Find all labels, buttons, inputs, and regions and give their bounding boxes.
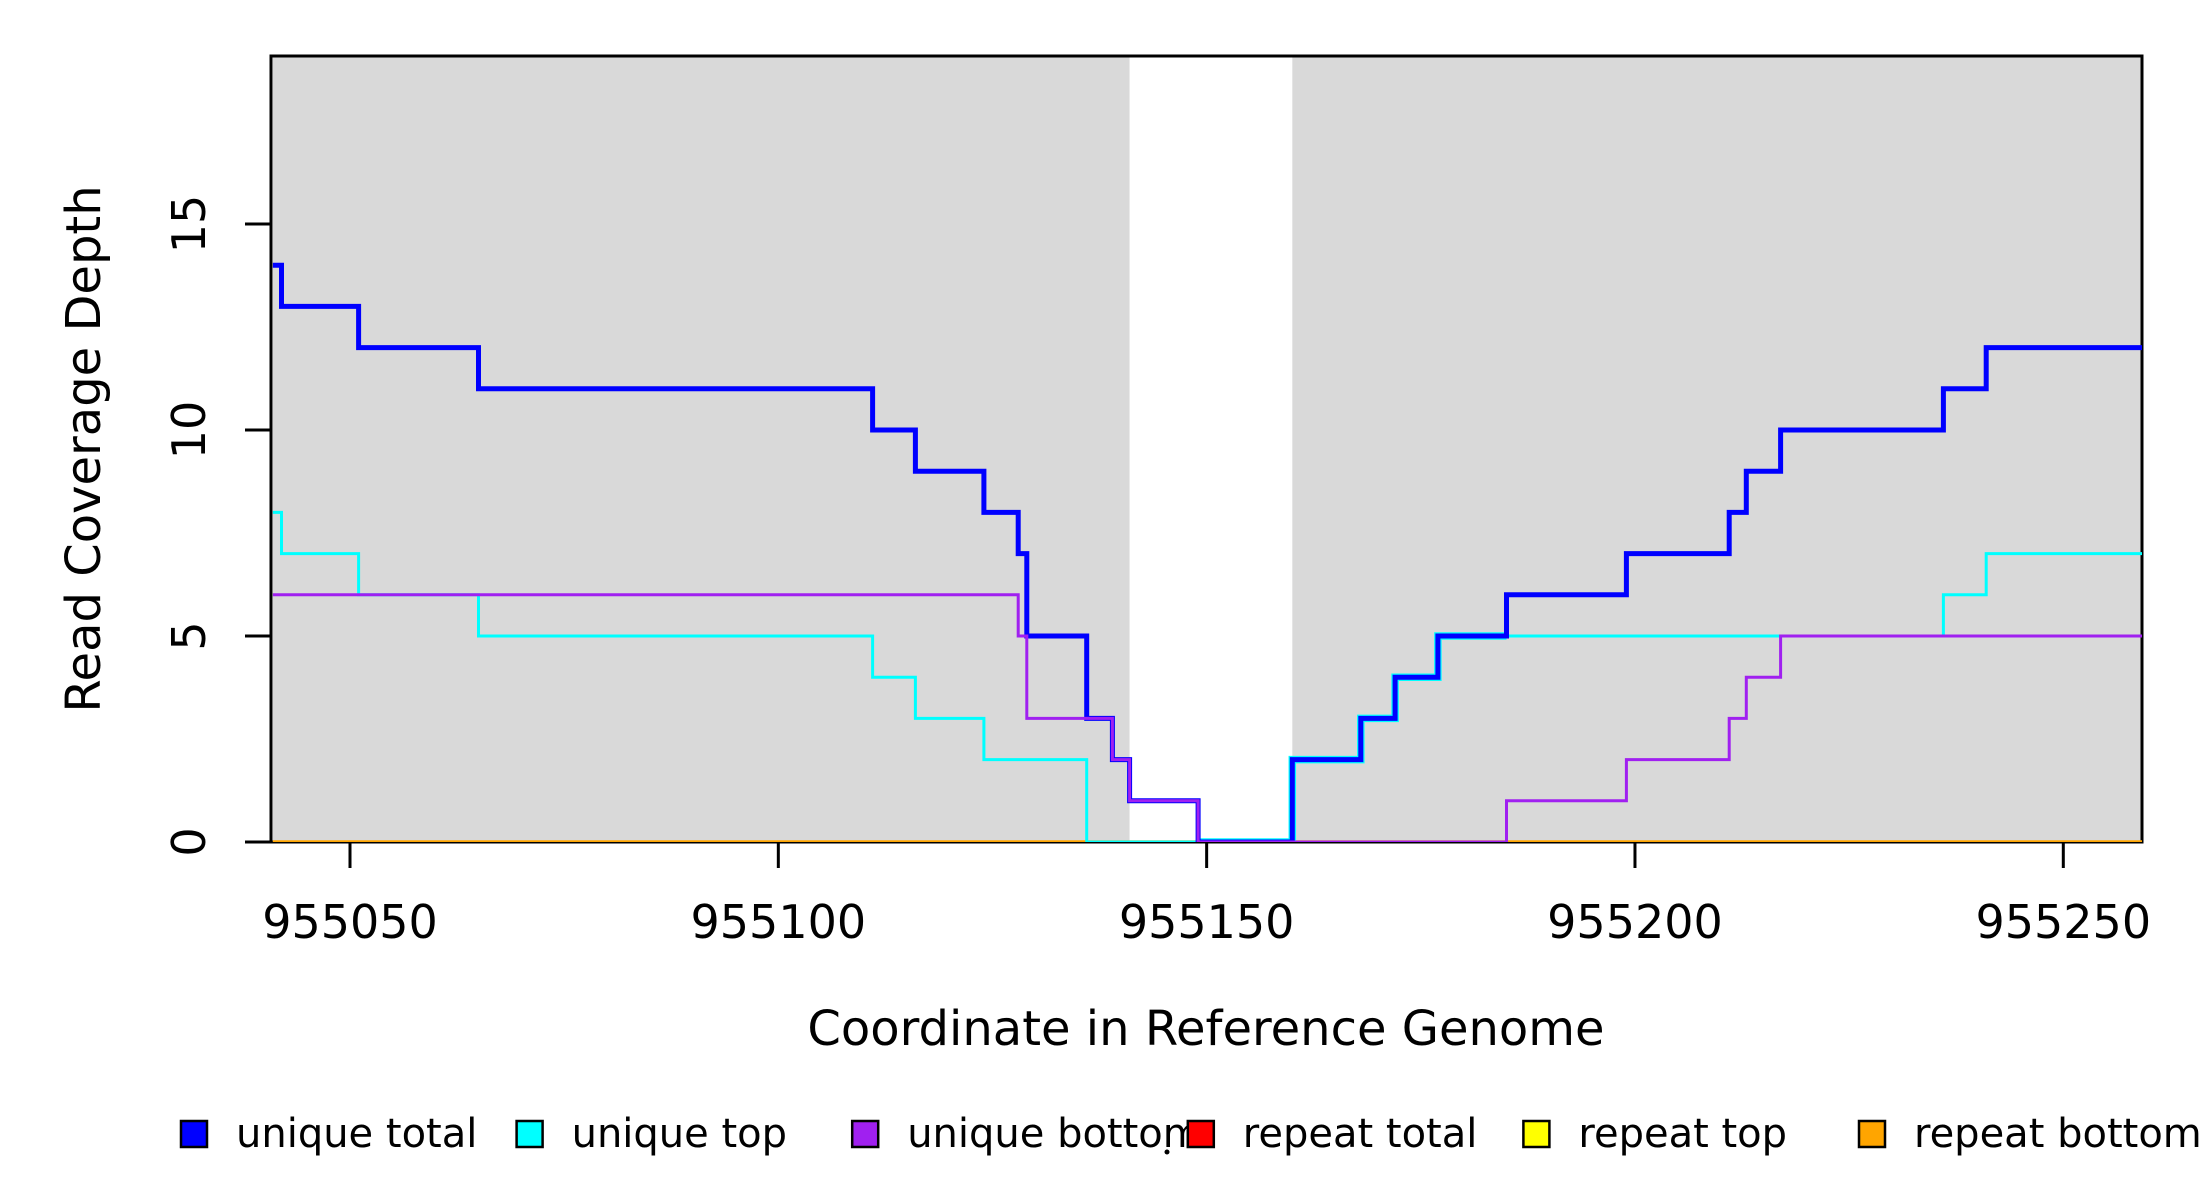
x-tick-label: 955200 bbox=[1547, 895, 1723, 949]
x-tick-label: 955150 bbox=[1119, 895, 1295, 949]
shaded-regions bbox=[272, 56, 2142, 842]
x-axis-title: Coordinate in Reference Genome bbox=[807, 1001, 1604, 1057]
legend-swatch-repeat-bottom bbox=[1857, 1119, 1887, 1149]
shaded-region-1 bbox=[272, 56, 1130, 842]
legend-swatch-repeat-top bbox=[1522, 1119, 1551, 1149]
y-tick-label: 15 bbox=[162, 195, 216, 254]
shaded-region-2 bbox=[1292, 56, 2142, 842]
legend-swatch-unique-total bbox=[179, 1119, 209, 1149]
legend-label-unique-top: unique top bbox=[572, 1111, 787, 1157]
legend-label-unique-total: unique total bbox=[236, 1111, 477, 1157]
legend-label-repeat-top: repeat top bbox=[1578, 1111, 1787, 1157]
legend-swatch-unique-bottom bbox=[850, 1119, 880, 1149]
legend-label-repeat-total: repeat total bbox=[1243, 1111, 1478, 1157]
x-tick-label: 955050 bbox=[262, 895, 438, 949]
x-tick-label: 955250 bbox=[1975, 895, 2151, 949]
axes: 955050 955100 955150 955200 955250 0 5 10 15 bbox=[162, 195, 2151, 949]
legend-swatch-repeat-total bbox=[1186, 1119, 1216, 1149]
y-tick-label: 10 bbox=[162, 401, 216, 460]
legend-label-repeat-bottom: repeat bottom bbox=[1914, 1111, 2200, 1157]
y-axis-title: Read Coverage Depth bbox=[56, 185, 112, 712]
legend-label-unique-bottom: unique bottom bbox=[907, 1111, 1202, 1157]
legend-artifact-dot bbox=[1164, 1149, 1170, 1155]
series-unique-bottom-line bbox=[272, 593, 2142, 842]
data-series bbox=[272, 262, 2142, 842]
legend-swatch-unique-top bbox=[515, 1119, 544, 1149]
y-tick-label: 0 bbox=[162, 827, 216, 856]
y-tick-label: 5 bbox=[162, 621, 216, 650]
x-tick-label: 955100 bbox=[691, 895, 867, 949]
legend: unique total unique top unique bottom repea… bbox=[179, 1111, 2200, 1157]
